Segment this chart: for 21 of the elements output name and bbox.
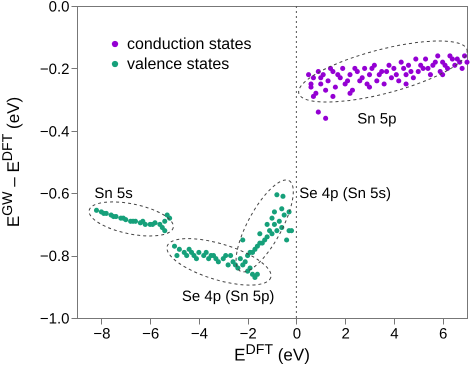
x-tick-label: −6 [142,326,160,342]
x-tick-label: 4 [390,326,399,342]
y-tick-label: −0.2 [40,60,70,78]
y-tick-label: −0.4 [40,123,70,140]
x-tick-label: 6 [438,326,448,342]
annotation: Sn 5p [357,110,396,128]
legend-label: valence states [127,56,230,73]
annotation: Sn 5s [94,185,133,202]
y-tick-label: 0.0 [48,0,70,16]
annotation: Se 4p (Sn 5s) [299,185,391,202]
annotation: Se 4p (Sn 5p) [182,288,274,306]
y-tick-label: −1.0 [40,310,70,328]
x-tick-label: 2 [341,326,350,342]
x-tick-label: −2 [240,326,257,342]
x-tick-label: −8 [93,326,110,342]
x-tick-label: 0 [292,326,302,342]
legend-label: conduction states [127,36,252,53]
x-axis-title: E$^{DFT}$ (eV) [233,342,311,366]
y-tick-label: −0.8 [40,248,70,266]
x-tick-label: −4 [190,326,208,342]
y-tick-label: −0.6 [40,186,70,203]
